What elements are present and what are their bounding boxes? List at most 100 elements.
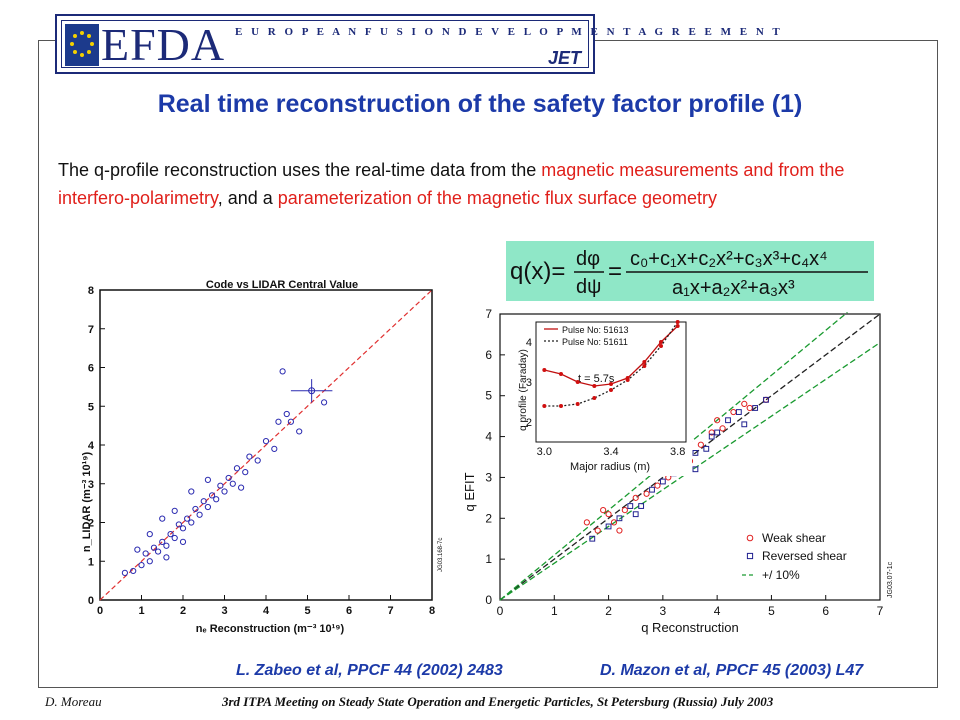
inset-legend-label-2: Pulse No: 51611 (562, 337, 628, 347)
chart1-data-point (262, 438, 270, 445)
chart2-weak-shear-point (730, 408, 737, 416)
chart2-y-tick-label: 3 (485, 470, 492, 484)
body-highlight-1: magnetic measurements and from the inter… (58, 160, 845, 208)
chart1-reference-line (99, 289, 433, 601)
chart2-legend-weak-label: Weak shear (762, 531, 826, 545)
chart2-legend-reversed-marker (746, 552, 754, 560)
chart2-reversed-shear-point (741, 421, 748, 428)
efda-banner: EFDA E U R O P E A N F U S I O N D E V E… (55, 14, 780, 74)
chart2-legend-reversed-label: Reversed shear (762, 549, 847, 563)
chart2-weak-shear-point (616, 527, 623, 534)
chart2-weak-shear-point (594, 527, 601, 534)
chart2-reversed-shear-point (692, 450, 699, 456)
inset-data-point (642, 364, 647, 368)
chart1-y-tick-label: 1 (88, 556, 94, 568)
chart1-data-point (163, 554, 170, 561)
reference-mazon: D. Mazon et al, PPCF 45 (2003) L47 (600, 662, 864, 679)
chart1-y-tick-label: 0 (88, 595, 94, 607)
chart1-data-point (159, 515, 166, 522)
chart1-data-point (179, 538, 187, 545)
chart1-y-tick-label: 2 (88, 518, 94, 530)
chart2-weak-shear-point (610, 519, 618, 526)
chart1-data-point (208, 492, 216, 499)
inset-data-point (542, 404, 547, 408)
chart1-x-tick-label: 0 (97, 605, 103, 617)
inset-data-point (659, 344, 663, 348)
chart1-data-point (296, 428, 303, 435)
banner-inner-border (61, 20, 589, 68)
chart2-reversed-shear-point (763, 396, 769, 403)
inset-data-point (575, 402, 580, 406)
chart2-weak-shear-point (697, 441, 704, 448)
chart1-x-tick-label: 8 (429, 605, 435, 617)
chart2-x-tick-label: 7 (877, 604, 884, 618)
inset-data-point (592, 384, 597, 388)
chart1-data-point (279, 368, 286, 375)
eu-flag-icon (65, 24, 99, 66)
inset-data-point (659, 340, 663, 344)
inset-data-point (675, 324, 680, 328)
chart1-data-point (188, 488, 195, 495)
chart1-data-point (242, 469, 249, 476)
chart2-y-tick-label: 0 (485, 593, 492, 607)
chart1-data-point (287, 418, 294, 425)
chart1-data-point (188, 519, 195, 526)
inset-y-tick-label: 3 (526, 377, 532, 389)
chart2-weak-shear-point (643, 490, 650, 497)
slide-title: Real time reconstruction of the safety f… (157, 90, 803, 118)
formula-dphi: dφ (576, 248, 600, 270)
inset-y-tick-label: 2 (526, 417, 532, 429)
chart1-y-tick-label: 7 (88, 324, 94, 336)
chart2-reversed-shear-point (735, 409, 742, 415)
body-text-part-1: The q-profile reconstruction uses the re… (58, 160, 542, 180)
chart2-weak-shear-point (621, 507, 628, 514)
inset-data-point (575, 380, 580, 384)
chart1-data-point (238, 484, 245, 491)
chart1-x-tick-label: 3 (221, 605, 227, 617)
chart1-x-tick-label: 1 (138, 605, 144, 617)
inset-data-point (625, 378, 630, 382)
formula-dpsi: dψ (576, 276, 601, 298)
reference-zabeo: L. Zabeo et al, PPCF 44 (2002) 2483 (236, 662, 503, 679)
chart1-data-point (200, 498, 207, 505)
inset-data-point (609, 388, 613, 392)
inset-x-tick-label: 3.4 (603, 446, 618, 458)
inset-legend-label-1: Pulse No: 51613 (562, 325, 629, 335)
chart2-y-tick-label: 5 (485, 389, 492, 403)
chart2-x-tick-label: 6 (822, 604, 829, 618)
body-text-part-2: , and a (217, 188, 278, 208)
chart1-data-point (217, 482, 224, 489)
chart2-reversed-shear-point (752, 405, 759, 411)
inset-ylabel: q profile (Faraday) (518, 349, 529, 431)
chart1-x-tick-label: 2 (180, 605, 186, 617)
chart1-y-tick-label: 3 (88, 479, 94, 491)
footer-author: D. Moreau (45, 694, 102, 709)
chart2-reversed-shear-point (589, 535, 596, 542)
chart2-reversed-shear-point (632, 511, 639, 518)
chart1-data-point (184, 515, 191, 522)
chart2-reversed-shear-point (708, 433, 715, 440)
chart1-data-point (204, 476, 212, 483)
body-paragraph: The q-profile reconstruction uses the re… (58, 156, 878, 212)
chart1-data-point (229, 480, 236, 487)
chart2-x-tick-label: 4 (714, 604, 721, 618)
chart2-x-tick-label: 3 (660, 604, 667, 618)
q-formula: q(x)= dφ dψ = c₀+c₁x+c₂x²+c₃x³+c₄x⁴ a₁x+… (506, 241, 874, 301)
inset-data-point (542, 368, 547, 372)
chart2-xlabel: q Reconstruction (641, 620, 739, 635)
chart2-reversed-shear-point (692, 466, 699, 473)
chart2-legend-bounds-label: +/ 10% (762, 568, 800, 582)
inset-x-tick-label: 3.0 (537, 446, 552, 458)
inset-data-point (559, 372, 563, 376)
chart1-data-point (130, 567, 137, 575)
chart2-reversed-shear-point (627, 503, 634, 509)
chart1-x-tick-label: 6 (346, 605, 352, 617)
chart1-data-point (159, 538, 166, 545)
formula-numerator: c₀+c₁x+c₂x²+c₃x³+c₄x⁴ (630, 248, 828, 270)
chart2-y-tick-label: 7 (485, 307, 492, 321)
banner-subtitle: E U R O P E A N F U S I O N D E V E L O … (235, 26, 783, 38)
chart1-y-tick-label: 5 (88, 401, 94, 413)
chart1-x-tick-label: 4 (263, 605, 270, 617)
lidar-chart: Code vs LIDAR Central Value nₑ Reconstru… (80, 272, 450, 644)
